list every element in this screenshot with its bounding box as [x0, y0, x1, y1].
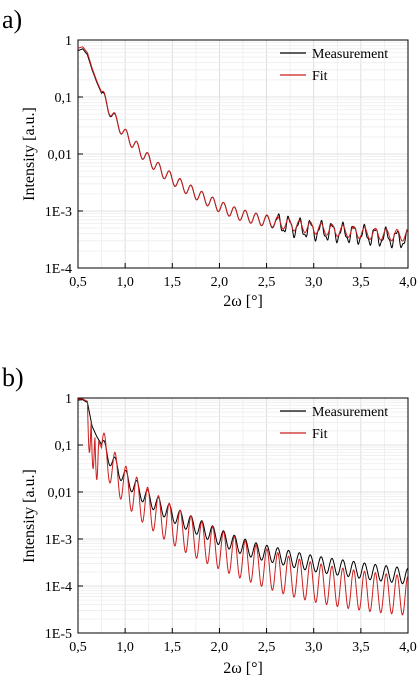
x-tick-label: 1,0 [116, 640, 134, 655]
x-tick-label: 3,5 [352, 275, 370, 290]
legend-a: Measurement Fit [280, 47, 388, 84]
x-tick-label: 1,5 [164, 640, 182, 655]
x-tick-label: 4,0 [399, 640, 417, 655]
x-tick-label: 3,0 [305, 275, 323, 290]
series-line-measurement-b [77, 399, 409, 585]
series-layer-b [77, 398, 409, 616]
x-tick-label: 4,0 [399, 275, 417, 290]
series-line-fit-b [78, 398, 409, 616]
x-tick-label: 1,5 [164, 275, 182, 290]
y-axis-label-a: Intensity [a.u.] [21, 107, 38, 201]
y-tick-label: 0,01 [48, 148, 73, 163]
series-line-fit-a [77, 46, 409, 242]
legend-label-fit: Fit [312, 427, 328, 442]
grid-b [77, 398, 409, 634]
x-axis-label-b: 2ω [°] [223, 660, 263, 677]
ticks-b: 0,5 1,0 1,5 2,0 2,5 3,0 3,5 4,0 1 0,1 0,01 1E-3 1E-4… [45, 392, 417, 655]
plot-frame-b [77, 397, 409, 634]
panel-a: a) 0,5 1,0 1,5 2,0 2,5 3,0 3,5 4,0 1 0,1 0,01 1E-3 1… [2, 5, 417, 310]
y-tick-label: 1 [65, 34, 72, 49]
y-tick-label: 0,01 [48, 486, 73, 501]
legend-label-measurement: Measurement [312, 405, 388, 420]
x-tick-label: 3,0 [305, 640, 323, 655]
panel-label-b: b) [2, 363, 24, 392]
legend-b: Measurement Fit [280, 405, 388, 442]
y-tick-label: 0,1 [55, 91, 73, 106]
y-tick-label: 1E-4 [45, 262, 72, 277]
x-tick-label: 2,5 [258, 275, 276, 290]
y-tick-label: 1E-3 [45, 205, 72, 220]
legend-label-measurement: Measurement [312, 47, 388, 62]
y-tick-label: 1 [65, 392, 72, 407]
grid-a [77, 40, 409, 269]
x-tick-label: 2,5 [258, 640, 276, 655]
legend-label-fit: Fit [312, 69, 328, 84]
x-tick-label: 2,0 [211, 275, 229, 290]
x-tick-label: 0,5 [69, 640, 87, 655]
ticks-a: 0,5 1,0 1,5 2,0 2,5 3,0 3,5 4,0 1 0,1 0,01 1E-3 1E-4 [45, 34, 417, 290]
y-axis-label-b: Intensity [a.u.] [21, 469, 38, 563]
x-tick-label: 3,5 [352, 640, 370, 655]
x-tick-label: 0,5 [69, 275, 87, 290]
y-tick-label: 1E-5 [45, 627, 72, 642]
y-tick-label: 0,1 [55, 439, 73, 454]
x-axis-label-a: 2ω [°] [223, 293, 263, 310]
y-tick-label: 1E-3 [45, 533, 72, 548]
x-tick-label: 1,0 [116, 275, 134, 290]
x-tick-label: 2,0 [211, 640, 229, 655]
panel-b: b) 0,5 1,0 1,5 2,0 2,5 3,0 3,5 4,0 1 0,1 0,01 1E-3 1… [2, 363, 417, 677]
series-layer-a [77, 46, 409, 249]
panel-label-a: a) [2, 5, 22, 34]
y-tick-label: 1E-4 [45, 580, 72, 595]
